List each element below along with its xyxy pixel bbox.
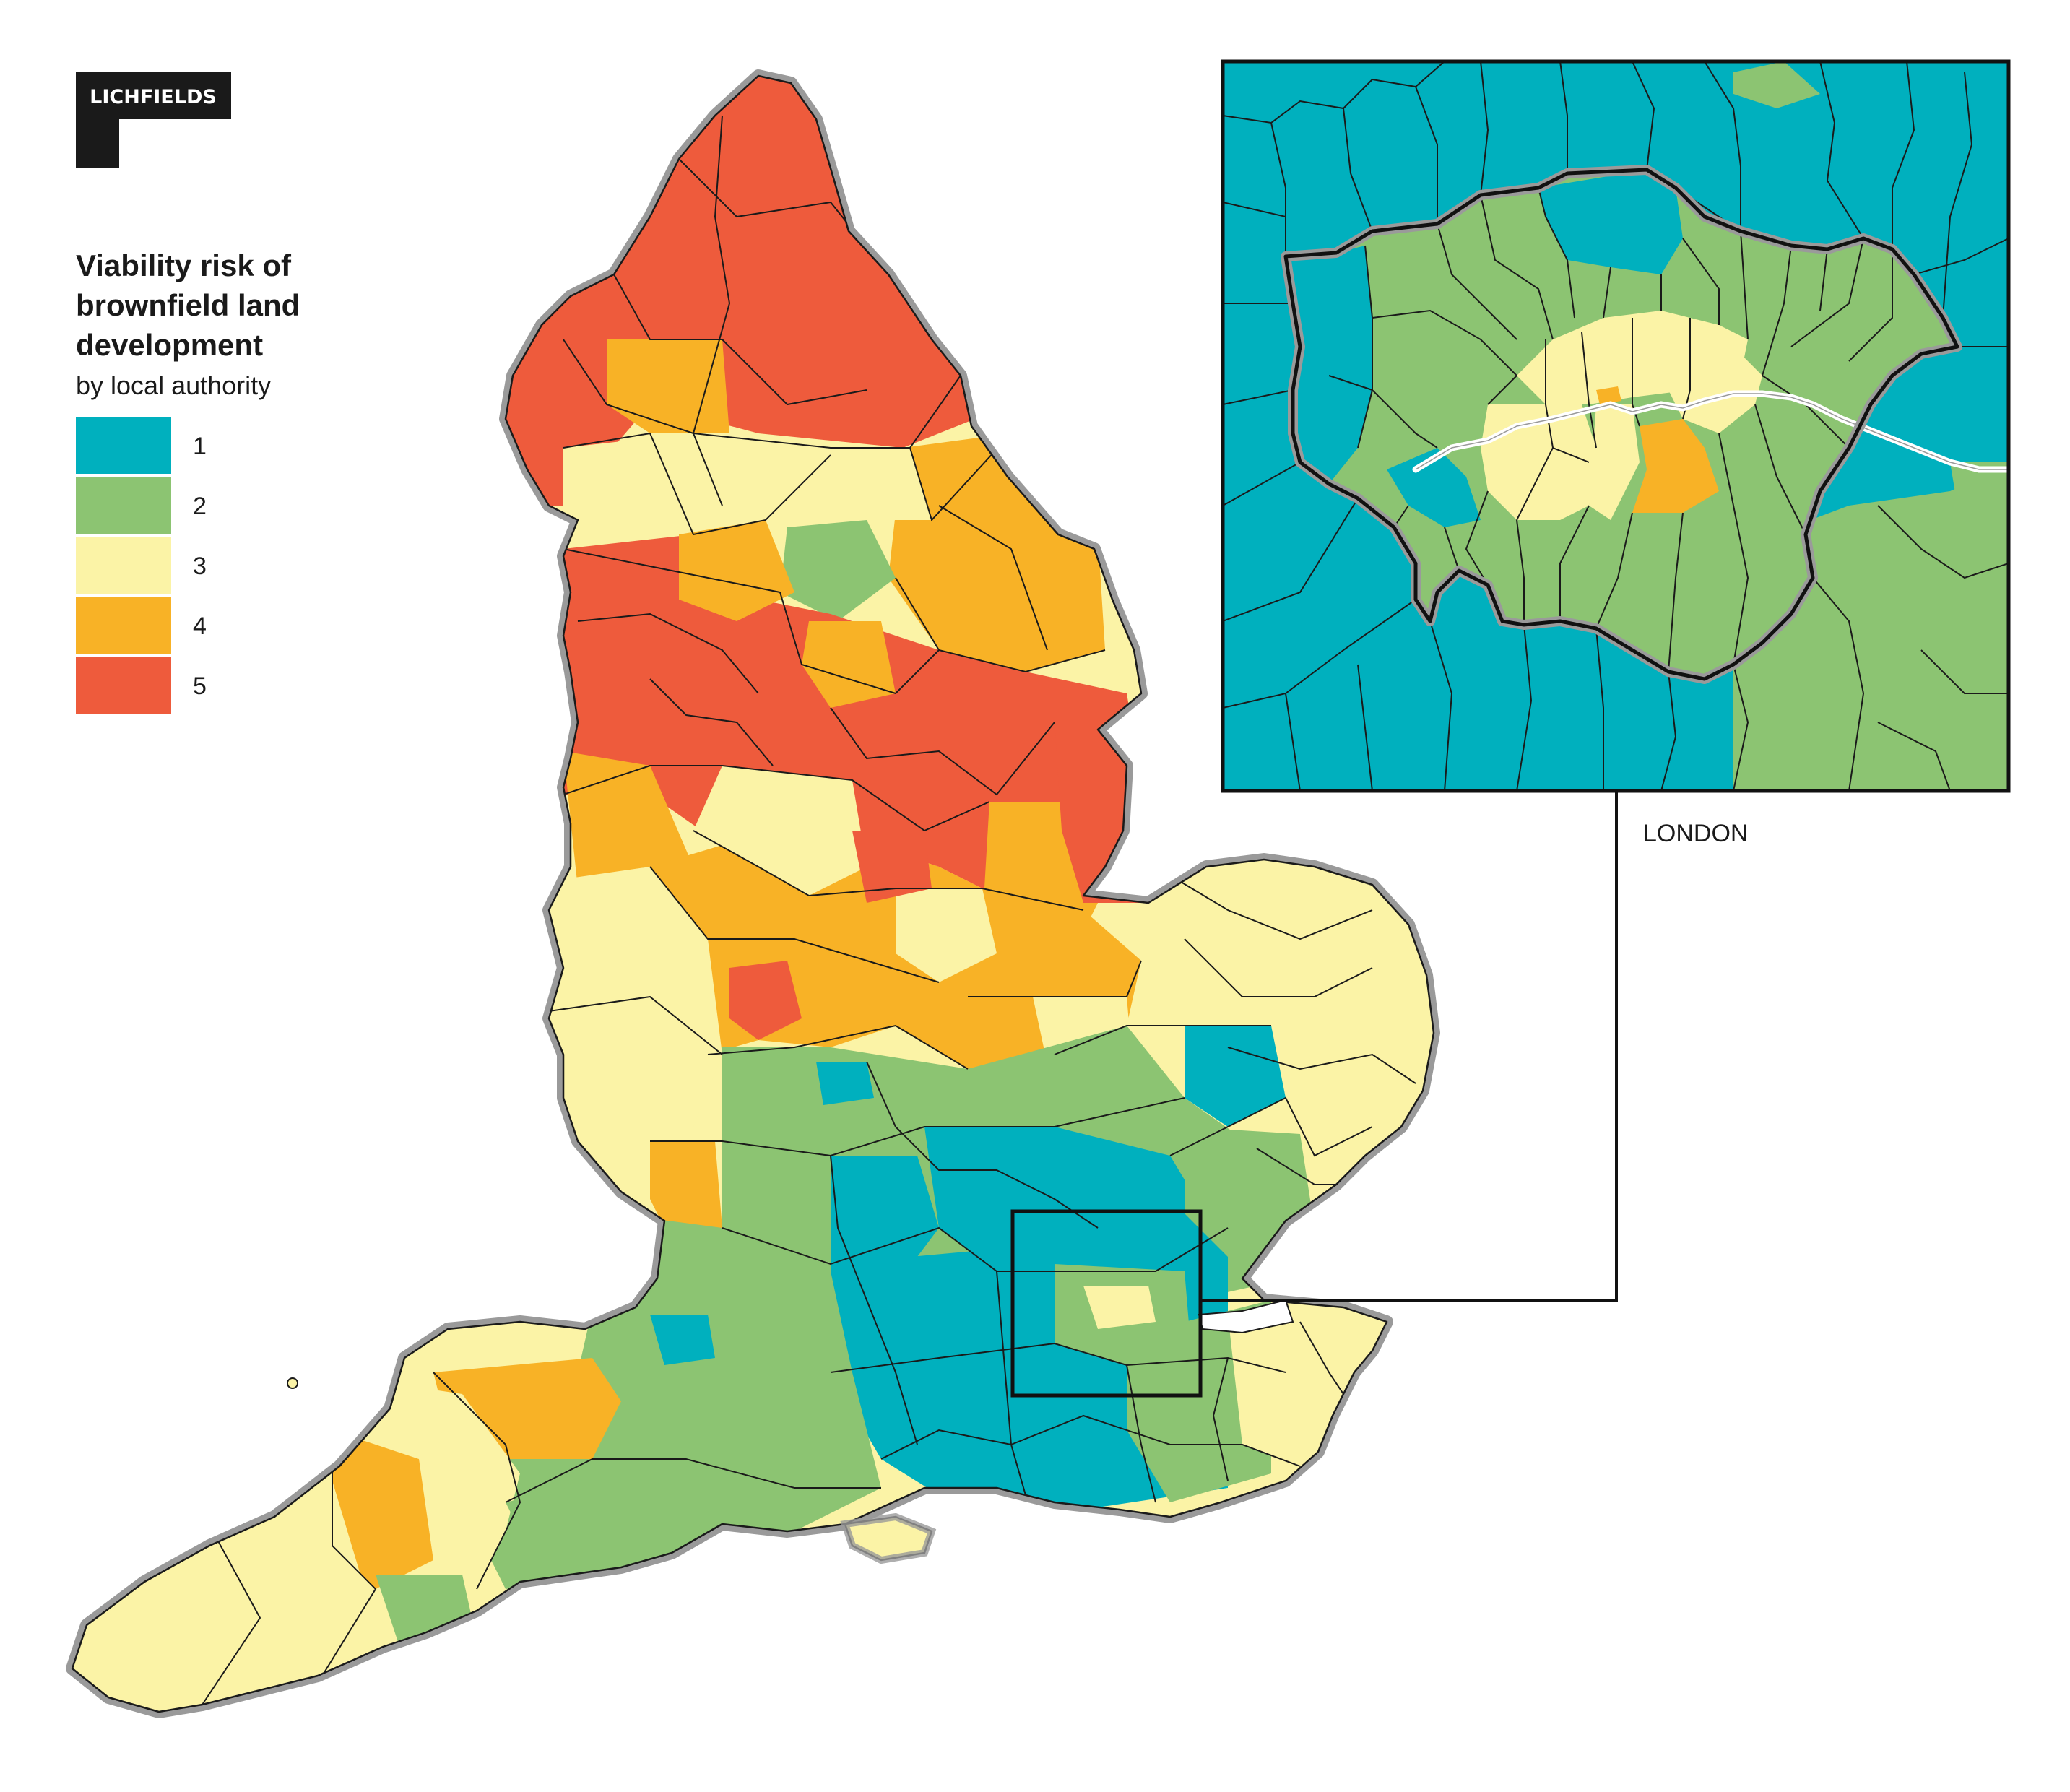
region-herts-1: [924, 1127, 1213, 1271]
london-city-4: [1596, 386, 1621, 404]
legend: Viability risk of brownfield land develo…: [76, 248, 300, 714]
london-west-1: [1286, 246, 1372, 484]
inset-connector: [1200, 792, 1618, 1302]
region-bristol-1: [650, 1315, 715, 1365]
legend-subtitle: by local authority: [76, 371, 271, 400]
isles-of-scilly: [287, 1377, 298, 1389]
logo-text: LICHFIELDS: [90, 86, 217, 108]
region-cambs-1: [1185, 1026, 1286, 1127]
region-cumbria-3: [563, 433, 722, 549]
legend-swatch-2: [76, 477, 171, 534]
greater-london-boundary: [1283, 168, 1959, 681]
london-richmond-1: [1387, 448, 1481, 527]
region-midlands-3a: [693, 766, 867, 896]
inset-frame: [1221, 59, 2011, 793]
london-north-1: [1538, 170, 1683, 274]
legend-label-2: 2: [193, 493, 207, 520]
legend-title-line-1: Viability risk of: [76, 248, 292, 282]
inset-label: LONDON: [1643, 820, 1748, 847]
isle-of-wight-halo: [840, 1512, 937, 1564]
legend-label-4: 4: [193, 613, 207, 640]
legend-swatch-4: [76, 597, 171, 654]
legend-title-line-3: development: [76, 328, 263, 362]
region-oxon-1: [831, 1156, 939, 1286]
legend-swatch-5: [76, 657, 171, 714]
london-south-3: [1589, 404, 1640, 520]
london-inner-east-3: [1668, 339, 1762, 433]
legend-label-3: 3: [193, 553, 207, 580]
region-kent-3: [1228, 1315, 1401, 1466]
inset-district-lines: [1223, 61, 2009, 791]
region-lancs-4: [679, 520, 794, 621]
logo-mark: [76, 72, 231, 168]
region-gloucs-4: [650, 1141, 722, 1242]
region-devon-4: [332, 1430, 433, 1589]
inset-borough-lines: [1328, 187, 1893, 672]
region-yorkdales-2: [780, 520, 896, 621]
legend-items: 1 2 3 4 5: [76, 417, 207, 714]
region-midlands-3b: [896, 888, 997, 982]
river-thames-edge: [1415, 393, 2009, 470]
legend-label-1: 1: [193, 433, 207, 460]
london-lewisham-4: [1632, 419, 1719, 513]
thames-estuary: [1198, 1299, 1294, 1334]
region-yorkdales-3: [823, 448, 932, 520]
legend-label-5: 5: [193, 672, 207, 700]
coastline: [71, 74, 1435, 1713]
legend-swatch-1: [76, 417, 171, 474]
london-inset: LONDON: [1221, 59, 2011, 847]
inset-north-2: [1733, 61, 1820, 108]
region-bucks-1: [816, 1062, 874, 1105]
legend-swatch-3: [76, 537, 171, 594]
inset-essex-2: [1950, 462, 2009, 593]
lichfields-logo: LICHFIELDS: [76, 72, 231, 168]
region-london-center-3: [1083, 1286, 1156, 1329]
region-birmingham-5: [729, 961, 802, 1040]
region-cumbria-4: [607, 339, 729, 433]
legend-title-line-2: brownfield land: [76, 288, 300, 322]
region-eastanglia-3: [1141, 867, 1434, 1228]
london-focus-box: [1010, 1209, 1203, 1398]
region-notts-5: [852, 831, 932, 903]
